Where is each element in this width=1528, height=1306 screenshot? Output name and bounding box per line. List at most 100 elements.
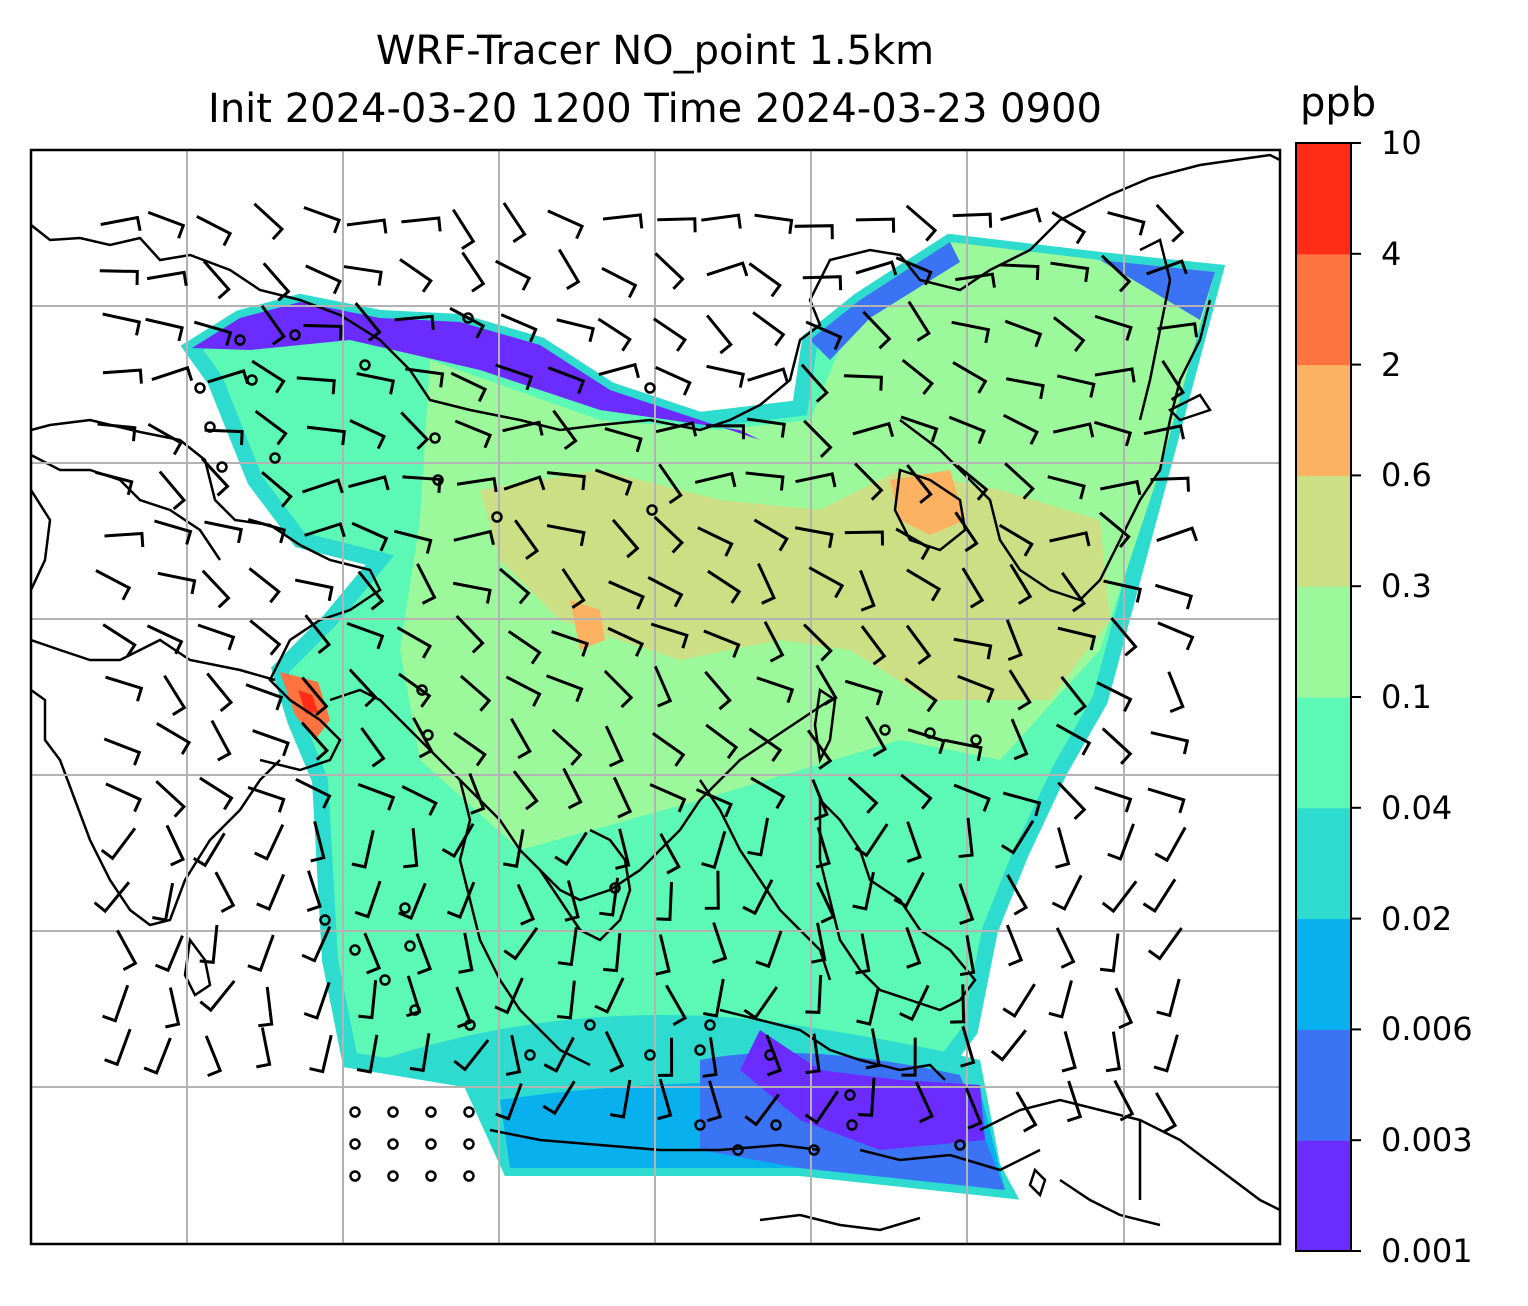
wind-barb — [704, 670, 732, 711]
map-title-line1: WRF-Tracer NO_point 1.5km — [375, 28, 935, 74]
wind-barb — [165, 987, 181, 1029]
wind-barb — [702, 978, 725, 1018]
colorbar-tick-label: 0.001 — [1381, 1232, 1473, 1270]
wind-barb — [302, 478, 344, 494]
calm-wind-circle — [399, 902, 411, 914]
wind-barb — [145, 317, 184, 342]
wind-barb — [468, 772, 486, 815]
wind-barb — [455, 986, 473, 1029]
wind-barb — [163, 674, 187, 716]
calm-wind-circle — [269, 452, 281, 464]
wind-barb — [551, 728, 583, 766]
wind-barb — [815, 664, 838, 706]
wind-barb — [860, 625, 887, 666]
wind-barb — [656, 881, 674, 921]
wind-barb — [1143, 424, 1185, 440]
wind-barb — [1009, 563, 1033, 605]
wind-barb — [346, 621, 385, 650]
wind-barb — [808, 566, 845, 599]
wind-barb — [704, 870, 720, 910]
wind-barb — [755, 930, 783, 969]
wind-barb — [165, 824, 185, 867]
wind-barb — [604, 725, 624, 768]
wind-barb — [901, 1037, 917, 1077]
wind-barb — [753, 518, 789, 552]
wind-barb — [261, 471, 293, 508]
wind-barb — [1048, 980, 1073, 1019]
wind-barb — [247, 786, 286, 813]
wind-barb — [453, 1039, 490, 1072]
wind-barb — [1107, 211, 1146, 236]
wind-barb — [658, 1037, 674, 1077]
calm-wind-circle — [234, 334, 246, 346]
wind-barb — [697, 526, 734, 557]
wind-barb — [1055, 927, 1076, 969]
wind-barb — [1002, 413, 1040, 445]
wind-barb — [258, 986, 274, 1028]
wind-barb — [245, 683, 284, 711]
wind-barb — [694, 471, 737, 488]
calm-wind-circle — [429, 432, 441, 444]
wind-barb — [1093, 420, 1133, 447]
wind-barb — [547, 366, 586, 395]
wind-barb — [507, 630, 542, 665]
wind-barb — [855, 217, 896, 233]
wind-barb — [1057, 781, 1087, 821]
wind-barb — [251, 359, 286, 394]
colorbar-unit: ppb — [1300, 80, 1377, 126]
wind-barb — [1006, 874, 1029, 916]
wind-barb — [844, 530, 885, 546]
wind-barb — [494, 259, 532, 291]
wind-barb — [990, 1029, 1027, 1062]
wind-barb — [94, 470, 134, 496]
wind-barb — [742, 879, 774, 916]
wind-barb — [705, 314, 733, 355]
wind-barb — [154, 519, 193, 545]
wind-barb — [594, 468, 633, 496]
wind-barb — [357, 782, 396, 811]
calm-wind-circle — [954, 1139, 966, 1151]
wind-barb — [310, 820, 326, 863]
wind-barb — [398, 882, 427, 920]
wind-barb — [1150, 731, 1190, 755]
wind-barb — [1057, 626, 1097, 651]
calm-wind-circle — [924, 727, 936, 739]
wind-barb — [955, 272, 996, 288]
wind-barb — [1154, 583, 1194, 610]
wind-barb — [1157, 621, 1195, 651]
calm-wind-circle — [704, 1019, 716, 1031]
wind-barb — [105, 675, 144, 702]
wind-barb — [202, 260, 231, 300]
wind-barb — [906, 568, 942, 602]
calm-wind-circle — [524, 1049, 536, 1061]
wind-barb — [116, 929, 138, 972]
wind-barb — [401, 216, 442, 232]
calm-wind-circle — [387, 1170, 399, 1182]
wind-barb — [210, 719, 232, 762]
wind-barb — [196, 215, 233, 247]
wind-barb — [147, 210, 186, 239]
wind-barb — [206, 672, 234, 713]
wind-barb — [1005, 924, 1024, 967]
wind-barb — [811, 922, 827, 964]
wind-barb — [1002, 983, 1036, 1018]
wind-barb — [1051, 211, 1087, 245]
wind-barb — [192, 832, 226, 868]
wind-barb — [1155, 203, 1185, 243]
wind-barb — [204, 520, 243, 544]
wind-barb — [152, 882, 175, 922]
colorbar-tick-label: 0.3 — [1381, 567, 1432, 606]
calm-wind-circle — [846, 1119, 858, 1131]
wind-barb — [752, 311, 786, 347]
wind-barb — [655, 366, 692, 396]
wind-barb — [959, 935, 976, 977]
wind-barb — [702, 1037, 718, 1078]
colorbar-segment — [1296, 918, 1351, 1030]
wind-barb — [794, 526, 834, 549]
calm-wind-circle — [694, 1044, 706, 1056]
wind-barb — [602, 213, 644, 229]
wind-barb — [608, 580, 645, 610]
wind-barb — [805, 974, 823, 1014]
wind-barb — [543, 1036, 575, 1073]
